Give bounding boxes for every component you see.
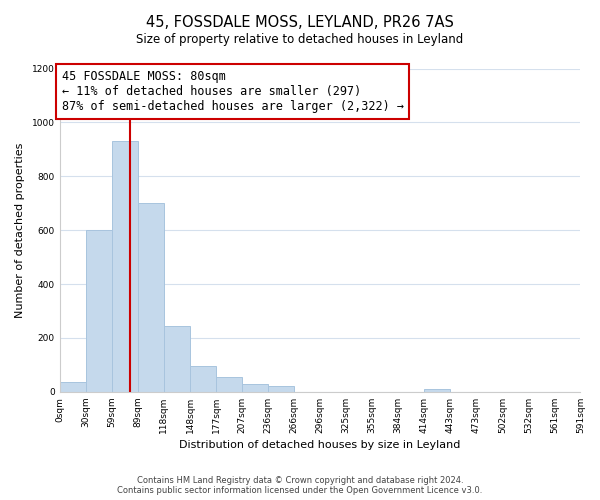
Bar xyxy=(112,141,138,392)
Text: 45, FOSSDALE MOSS, LEYLAND, PR26 7AS: 45, FOSSDALE MOSS, LEYLAND, PR26 7AS xyxy=(146,15,454,30)
Text: Size of property relative to detached houses in Leyland: Size of property relative to detached ho… xyxy=(136,32,464,46)
Bar xyxy=(60,382,86,392)
Bar xyxy=(424,389,451,392)
Bar xyxy=(190,366,216,392)
Bar xyxy=(138,203,164,392)
Text: 45 FOSSDALE MOSS: 80sqm
← 11% of detached houses are smaller (297)
87% of semi-d: 45 FOSSDALE MOSS: 80sqm ← 11% of detache… xyxy=(62,70,404,113)
Bar xyxy=(216,377,242,392)
Bar xyxy=(268,386,294,392)
Y-axis label: Number of detached properties: Number of detached properties xyxy=(15,142,25,318)
Text: Contains HM Land Registry data © Crown copyright and database right 2024.
Contai: Contains HM Land Registry data © Crown c… xyxy=(118,476,482,495)
Bar xyxy=(86,230,112,392)
X-axis label: Distribution of detached houses by size in Leyland: Distribution of detached houses by size … xyxy=(179,440,461,450)
Bar xyxy=(242,384,268,392)
Bar xyxy=(164,326,190,392)
